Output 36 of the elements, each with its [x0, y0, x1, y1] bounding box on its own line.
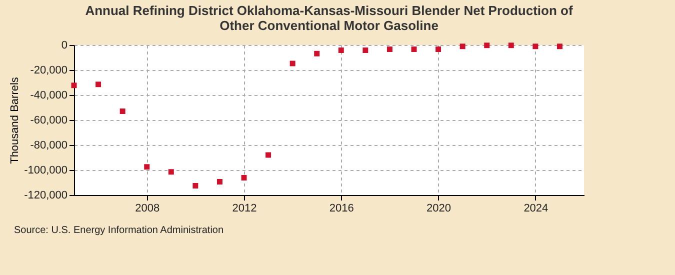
point — [484, 42, 490, 48]
point — [192, 183, 198, 188]
point — [314, 50, 320, 56]
point — [436, 46, 442, 52]
y-tick-label: -80,000 — [30, 140, 68, 152]
point — [241, 175, 247, 180]
point — [362, 48, 368, 53]
y-tick-label: 0 — [61, 40, 68, 52]
x-tick-label: 2024 — [524, 202, 548, 214]
point — [96, 82, 102, 88]
x-tick-label: 2008 — [135, 202, 160, 214]
point — [144, 164, 150, 170]
y-tick-label: -100,000 — [24, 164, 68, 176]
point — [71, 82, 77, 88]
y-tick-label: -120,000 — [24, 190, 68, 202]
point — [338, 48, 344, 53]
point — [266, 152, 272, 158]
y-tick-label: -60,000 — [30, 114, 68, 126]
x-tick-label: 2012 — [232, 202, 257, 214]
y-tick-label: -40,000 — [30, 90, 68, 102]
point — [508, 42, 514, 48]
y-axis-title: Thousand Barrels — [9, 76, 22, 164]
y-tick-label: -20,000 — [30, 64, 68, 76]
point — [386, 46, 392, 52]
x-tick-label: 2016 — [329, 202, 354, 214]
point — [120, 108, 126, 114]
point — [168, 169, 174, 175]
point — [460, 44, 466, 50]
source-note: Source: U.S. Energy Information Administration — [14, 225, 224, 236]
x-tick-label: 2020 — [426, 202, 452, 214]
point — [556, 44, 562, 50]
point — [411, 46, 417, 52]
point — [532, 44, 538, 50]
point — [216, 179, 222, 184]
point — [290, 60, 296, 66]
chart-title: Annual Refining District Oklahoma-Kansas-Missouri Blender Net Production of Other Conventional Motor Gasoline — [85, 3, 574, 33]
